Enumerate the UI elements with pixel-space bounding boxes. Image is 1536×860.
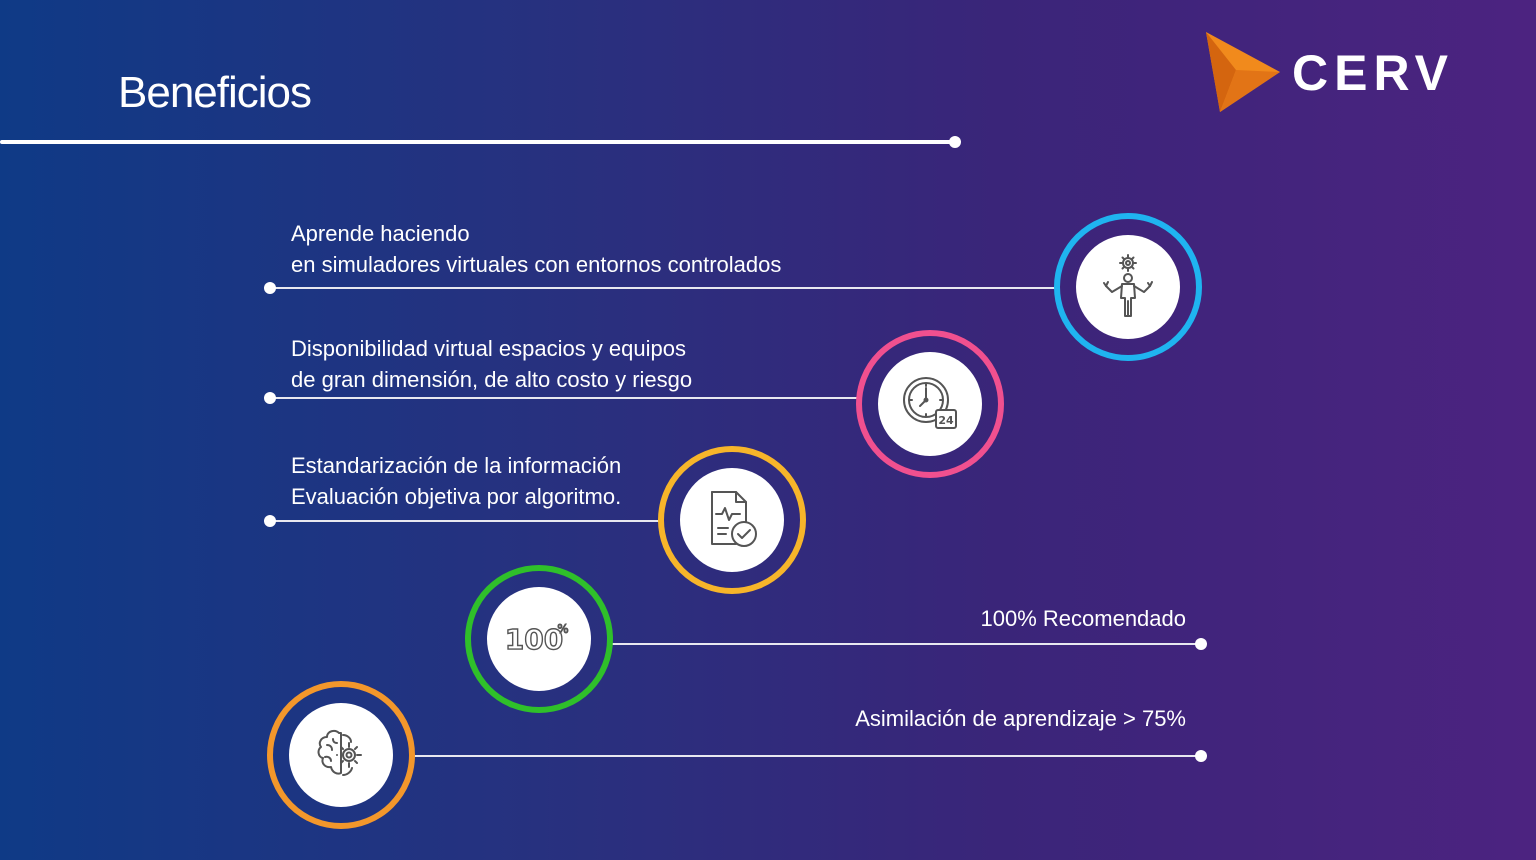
benefit-3-ring [658, 446, 806, 594]
benefit-3-dot [264, 515, 276, 527]
benefit-3-line1: Estandarización de la información [291, 453, 622, 478]
svg-text:24: 24 [938, 414, 954, 427]
benefit-5-dot [1195, 750, 1207, 762]
hundred-percent-icon: 100 % [504, 622, 569, 657]
benefit-2-text: Disponibilidad virtual espacios y equipo… [291, 333, 692, 395]
benefit-5-connector [410, 755, 1202, 757]
page-title: Beneficios [118, 68, 312, 117]
hundred-text: 100 [505, 623, 563, 656]
title-underline [0, 140, 952, 144]
benefit-1-disk [1076, 235, 1180, 339]
benefit-1-connector [270, 287, 1060, 289]
benefit-1-line2: en simuladores virtuales con entornos co… [291, 252, 782, 277]
benefit-5-line1: Asimilación de aprendizaje > 75% [855, 706, 1186, 731]
benefit-2-line2: de gran dimensión, de alto costo y riesg… [291, 367, 693, 392]
benefit-1-dot [264, 282, 276, 294]
benefit-4-ring [465, 565, 613, 713]
benefit-2-line1: Disponibilidad virtual espacios y equipo… [291, 336, 687, 361]
benefit-2-disk: 24 [878, 352, 982, 456]
benefit-2-connector [270, 397, 862, 399]
title-underline-dot [949, 136, 961, 148]
benefit-4-dot [1195, 638, 1207, 650]
benefit-3-text: Estandarización de la información Evalua… [291, 450, 621, 512]
benefit-5-ring [267, 681, 415, 829]
clock-24-icon: 24 [903, 377, 957, 429]
logo-text: CERV [1292, 45, 1455, 101]
benefit-4-disk: 100 % [487, 587, 591, 691]
percent-symbol: % [557, 622, 568, 636]
benefit-5-text: Asimilación de aprendizaje > 75% [790, 703, 1186, 734]
benefit-3-connector [270, 520, 662, 522]
cerv-logo-mark [1206, 32, 1280, 112]
benefit-4-text: 100% Recomendado [870, 603, 1186, 634]
benefit-1-line1: Aprende haciendo [291, 221, 470, 246]
benefit-2-dot [264, 392, 276, 404]
benefit-4-line1: 100% Recomendado [980, 606, 1186, 631]
benefit-4-connector [610, 643, 1202, 645]
document-check-icon [711, 491, 757, 547]
benefit-3-disk [680, 468, 784, 572]
benefit-1-ring [1054, 213, 1202, 361]
benefit-2-ring [856, 330, 1004, 478]
person-gear-icon [1103, 254, 1153, 317]
brain-gear-icon [317, 729, 362, 776]
benefit-3-line2: Evaluación objetiva por algoritmo. [291, 484, 622, 509]
benefit-1-text: Aprende haciendo en simuladores virtuale… [291, 218, 781, 280]
benefit-5-disk [289, 703, 393, 807]
